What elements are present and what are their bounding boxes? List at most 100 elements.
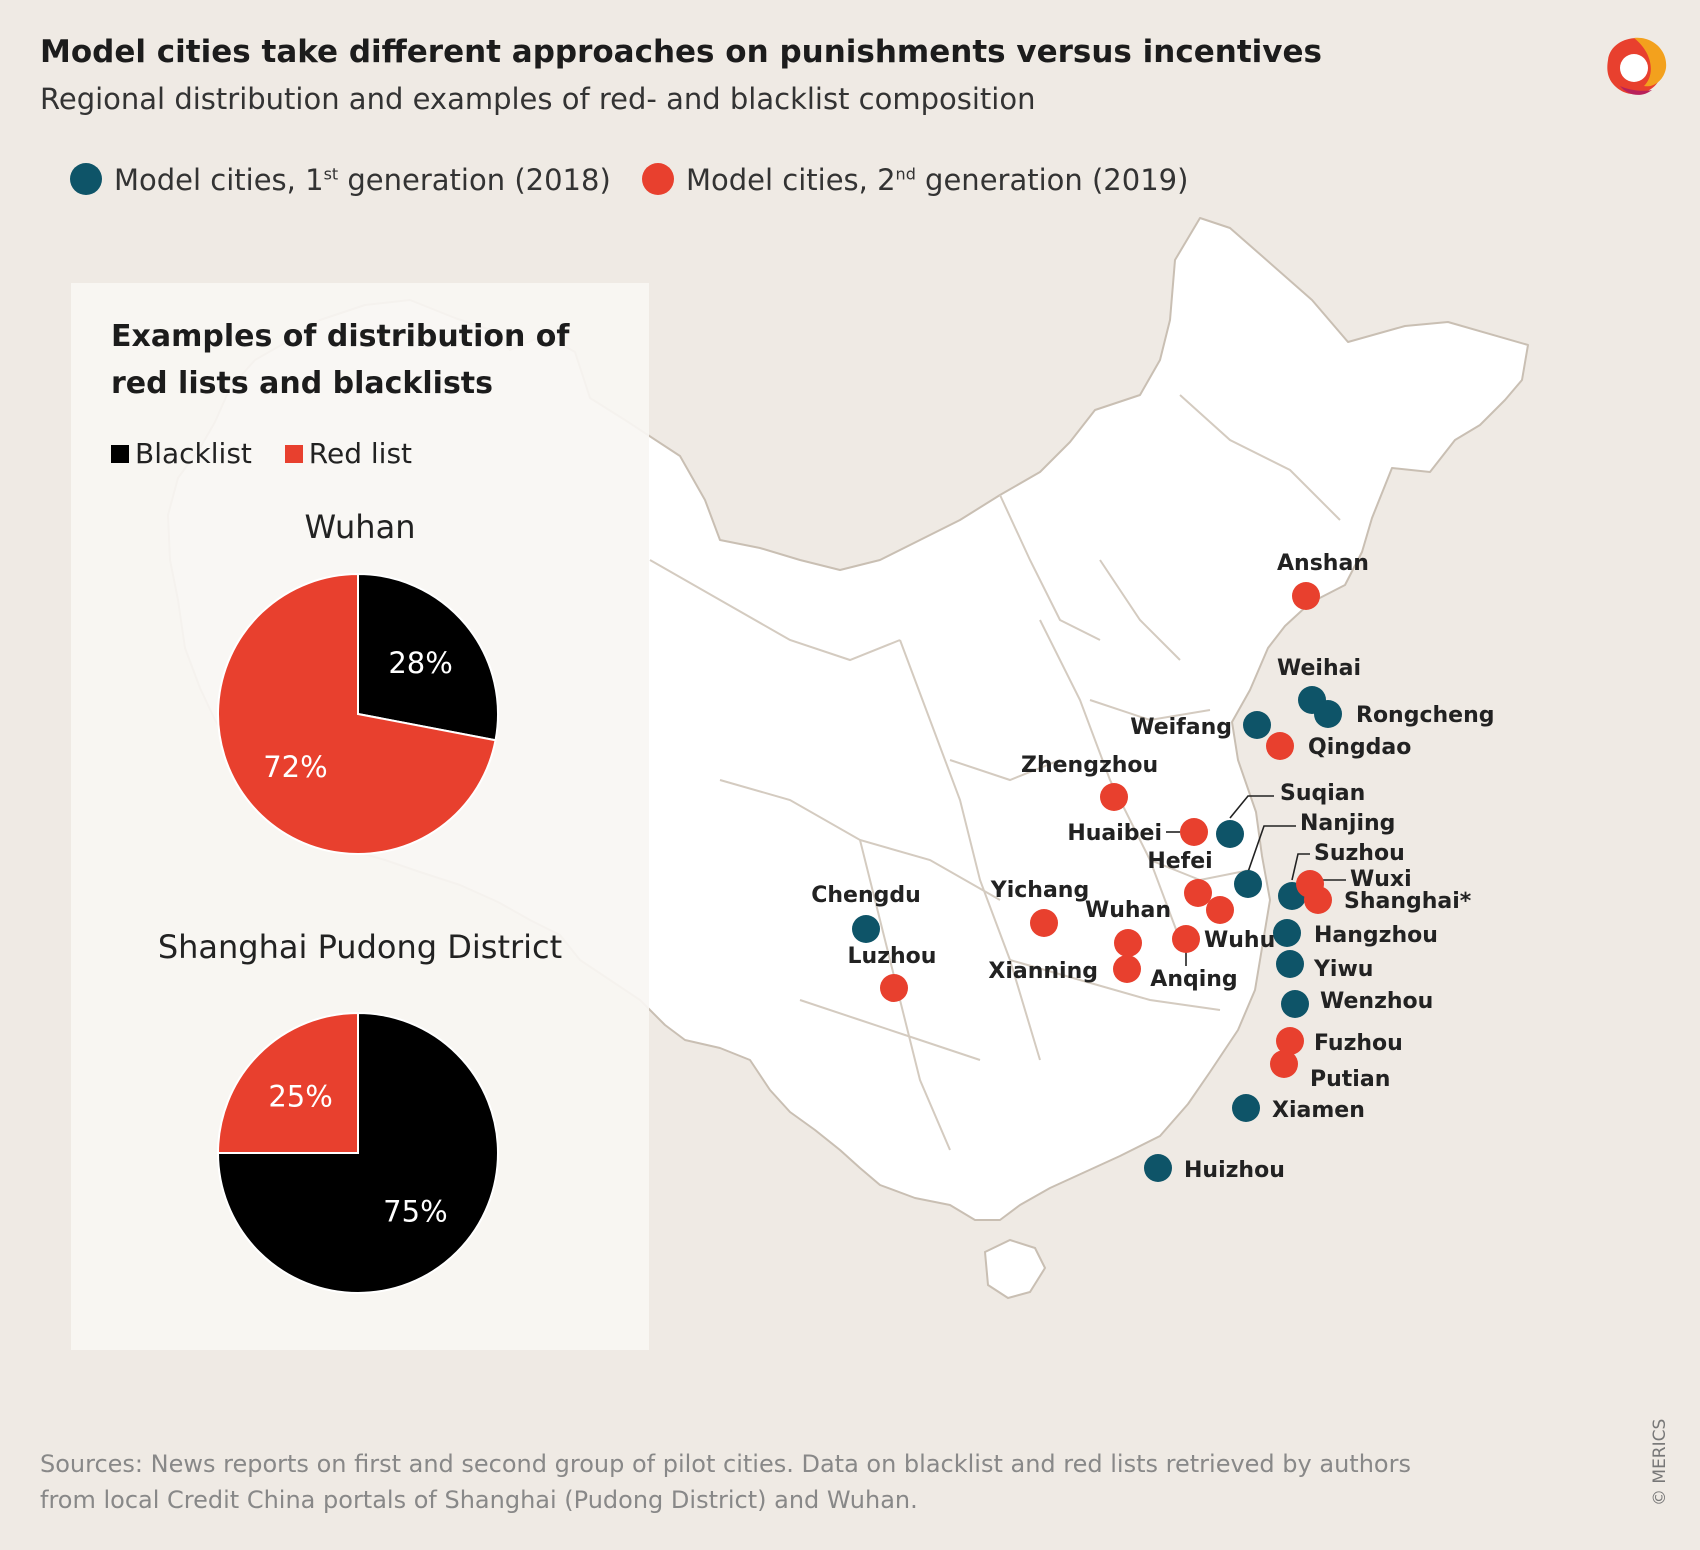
pie-panel: Examples of distribution of red lists an… xyxy=(71,283,649,1350)
legend-blacklist: Blacklist xyxy=(111,437,252,470)
city-wenzhou: Wenzhou xyxy=(1281,989,1433,1018)
city-suqian-label: Suqian xyxy=(1280,781,1365,806)
city-anshan: Anshan xyxy=(1277,551,1369,610)
city-xiamen: Xiamen xyxy=(1232,1094,1365,1123)
city-weifang: Weifang xyxy=(1130,711,1271,740)
pie-chart-shanghai: 75% 25% xyxy=(216,1011,499,1294)
city-chengdu-marker xyxy=(852,915,880,943)
city-wenzhou-label: Wenzhou xyxy=(1320,989,1433,1014)
city-xianning-label: Xianning xyxy=(988,959,1098,984)
panel-legend: Blacklist Red list xyxy=(111,437,436,470)
city-qingdao: Qingdao xyxy=(1266,732,1411,760)
city-hangzhou: Hangzhou xyxy=(1273,919,1438,948)
pie-title-wuhan: Wuhan xyxy=(304,508,416,546)
page-title: Model cities take different approaches o… xyxy=(40,34,1322,70)
city-anqing: Anqing xyxy=(1150,896,1238,992)
city-huizhou-label: Huizhou xyxy=(1184,1158,1285,1183)
city-hefei-label: Hefei xyxy=(1147,849,1212,874)
city-xiamen-label: Xiamen xyxy=(1272,1098,1365,1123)
city-yichang: Yichang xyxy=(990,878,1089,937)
city-yiwu-marker xyxy=(1276,950,1304,978)
legend-second-label: Model cities, 2 xyxy=(685,163,896,197)
city-shanghai: Shanghai* xyxy=(1304,886,1472,914)
city-qingdao-marker xyxy=(1266,732,1294,760)
city-huaibei: Huaibei xyxy=(1067,818,1208,846)
city-nanjing: Nanjing xyxy=(1234,811,1395,898)
city-suzhou-leader-line xyxy=(1291,853,1310,881)
city-huizhou-marker xyxy=(1144,1154,1172,1182)
city-shanghai-label: Shanghai* xyxy=(1344,889,1472,914)
legend-first-generation: Model cities, 1st generation (2018) xyxy=(70,163,611,197)
blacklist-swatch-icon xyxy=(111,445,129,463)
pie-chart-wuhan: 28% 72% xyxy=(217,572,499,855)
city-anshan-marker xyxy=(1292,582,1320,610)
page-subtitle: Regional distribution and examples of re… xyxy=(40,82,1036,116)
city-zhengzhou-marker xyxy=(1100,783,1128,811)
city-rongcheng-marker xyxy=(1314,700,1342,728)
city-wuxi-label: Wuxi xyxy=(1350,867,1412,892)
city-rongcheng: Rongcheng xyxy=(1314,700,1495,728)
first-generation-dot-icon xyxy=(70,163,102,195)
city-xiamen-marker xyxy=(1232,1094,1260,1122)
city-anqing-label: Anqing xyxy=(1150,967,1237,992)
legend-redlist-label: Red list xyxy=(308,437,413,470)
city-nanjing-marker xyxy=(1234,870,1262,898)
merics-logo-icon xyxy=(1607,37,1667,95)
city-putian-label: Putian xyxy=(1310,1067,1390,1092)
legend-first-label: Model cities, 1 xyxy=(114,163,324,197)
city-chengdu-label: Chengdu xyxy=(811,883,921,908)
pie-slice-red-list xyxy=(217,572,497,855)
city-wuhu: Wuhu xyxy=(1172,925,1275,966)
city-nanjing-leader-line xyxy=(1247,825,1296,873)
legend-blacklist-label: Blacklist xyxy=(135,437,252,470)
city-luzhou-label: Luzhou xyxy=(848,944,937,969)
city-putian: Putian xyxy=(1270,1050,1390,1092)
city-fuzhou-marker xyxy=(1276,1027,1304,1055)
pie-slice-blacklist xyxy=(357,572,499,742)
map-legend: Model cities, 1st generation (2018) Mode… xyxy=(70,163,1210,197)
city-zhengzhou: Zhengzhou xyxy=(1021,753,1158,811)
city-markers: Anshan Weihai Rongcheng Weifang Qingdao Zheng… xyxy=(811,551,1494,1183)
city-yichang-marker xyxy=(1030,909,1058,937)
legend-first-sup: st xyxy=(323,164,339,184)
city-luzhou-marker xyxy=(880,974,908,1002)
city-weifang-marker xyxy=(1243,711,1271,739)
pie-value-label-blacklist: 75% xyxy=(383,1194,447,1228)
city-wenzhou-marker xyxy=(1281,990,1309,1018)
city-weifang-label: Weifang xyxy=(1130,715,1232,740)
city-suzhou-label: Suzhou xyxy=(1314,841,1405,866)
city-huaibei-label: Huaibei xyxy=(1067,821,1162,846)
city-nanjing-label: Nanjing xyxy=(1300,811,1395,836)
pie-value-label-red-list: 72% xyxy=(263,750,327,784)
city-hangzhou-label: Hangzhou xyxy=(1314,923,1438,948)
city-xianning: Xianning xyxy=(988,955,1141,984)
city-hefei-marker xyxy=(1184,879,1212,907)
city-fuzhou-label: Fuzhou xyxy=(1314,1031,1403,1056)
city-suqian-marker xyxy=(1216,820,1244,848)
copyright: © MERICS xyxy=(1650,1418,1670,1506)
city-chengdu: Chengdu xyxy=(811,883,921,943)
city-anqing-marker xyxy=(1206,896,1234,924)
sources-note: Sources: News reports on first and secon… xyxy=(40,1450,1411,1514)
legend-second-suffix: generation (2019) xyxy=(915,163,1189,197)
city-wuxi: Wuxi xyxy=(1296,867,1412,898)
pie-slice-red-list xyxy=(216,1011,359,1154)
city-wuhu-label: Wuhu xyxy=(1204,928,1275,953)
city-yiwu-label: Yiwu xyxy=(1313,957,1373,982)
city-zhengzhou-label: Zhengzhou xyxy=(1021,753,1158,778)
redlist-swatch-icon xyxy=(284,445,303,463)
city-yichang-label: Yichang xyxy=(990,878,1089,903)
city-fuzhou: Fuzhou xyxy=(1276,1027,1403,1056)
legend-first-suffix: generation (2018) xyxy=(338,163,611,197)
city-wuhu-marker xyxy=(1172,925,1200,953)
city-qingdao-label: Qingdao xyxy=(1308,735,1411,760)
city-shanghai-marker xyxy=(1304,886,1332,914)
city-luzhou: Luzhou xyxy=(848,944,937,1002)
city-hefei: Hefei xyxy=(1147,849,1213,907)
city-suqian-leader-line xyxy=(1229,795,1274,819)
city-wuhan-label: Wuhan xyxy=(1085,898,1171,923)
pie-slice-blacklist xyxy=(216,1011,499,1294)
city-wuhan-marker xyxy=(1114,929,1142,957)
pie-value-label-blacklist: 28% xyxy=(388,646,452,680)
pie-title-shanghai: Shanghai Pudong District xyxy=(157,928,563,966)
